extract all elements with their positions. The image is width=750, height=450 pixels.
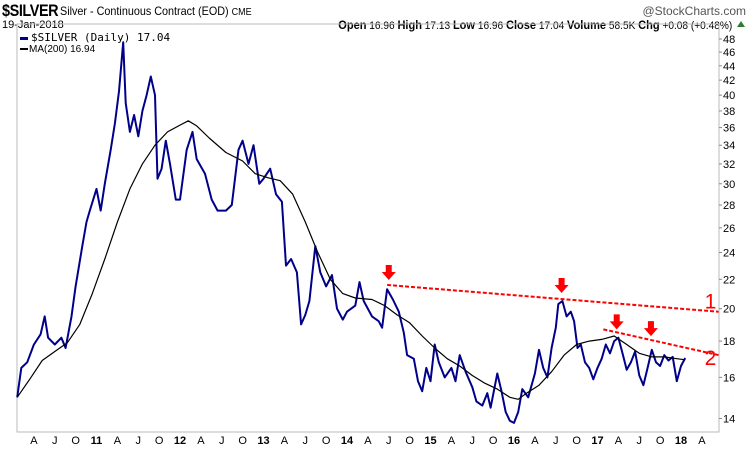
down-arrow-icon: [643, 321, 658, 337]
x-tick-label: A: [30, 435, 38, 447]
x-tick-label: O: [238, 435, 247, 447]
down-arrow-icon: [609, 314, 624, 330]
down-arrow-icon: [554, 278, 569, 294]
x-tick-label: 17: [591, 435, 603, 447]
y-tick-label: 20: [723, 304, 735, 316]
x-tick-label: O: [405, 435, 414, 447]
volume-label: Volume: [566, 18, 606, 32]
y-tick-label: 38: [723, 106, 735, 118]
y-tick-label: 22: [723, 274, 735, 286]
y-tick-label: 40: [723, 90, 735, 102]
ma200-line: [16, 120, 686, 400]
legend-silver: $SILVER (Daily) 17.04: [20, 31, 170, 44]
x-tick-label: 18: [675, 435, 687, 447]
low-label: Low: [452, 18, 475, 32]
trendline-label-2: 2: [705, 347, 717, 370]
x-tick-label: J: [136, 435, 142, 447]
ohlc-stats: Open 16.96 High 17.13 Low 16.96 Close 17…: [338, 18, 732, 32]
x-tick-label: O: [656, 435, 665, 447]
x-tick-label: 16: [508, 435, 520, 447]
change-value: +0.08 (+0.48%): [662, 20, 732, 32]
y-tick-label: 32: [723, 159, 735, 171]
legend-label-ma: MA(200) 16.94: [29, 44, 96, 55]
x-tick-label: A: [615, 435, 623, 447]
trendline-2: [603, 328, 719, 357]
y-tick-label: 28: [723, 200, 735, 212]
x-tick-label: O: [322, 435, 331, 447]
y-tick-label: 36: [723, 123, 735, 135]
x-tick-label: A: [197, 435, 205, 447]
x-tick-label: J: [303, 435, 309, 447]
symbol: $SILVER: [2, 1, 59, 20]
close-value: 17.04: [538, 20, 564, 32]
x-tick-label: O: [71, 435, 80, 447]
plot-frame: [16, 23, 720, 433]
x-tick-label: A: [364, 435, 372, 447]
down-arrow-icon: [381, 264, 396, 280]
y-tick-label: 48: [723, 34, 735, 46]
y-tick-label: 44: [723, 61, 735, 73]
x-tick-label: J: [52, 435, 58, 447]
x-tick-label: A: [114, 435, 122, 447]
x-tick-label: 11: [91, 435, 103, 447]
y-tick-label: 30: [723, 179, 735, 191]
x-tick-label: A: [698, 435, 706, 447]
x-tick-label: J: [637, 435, 643, 447]
x-tick-label: A: [281, 435, 289, 447]
legend-swatch-silver: [20, 36, 28, 40]
x-tick-label: 12: [174, 435, 186, 447]
open-value: 16.96: [369, 20, 395, 32]
brand-logo: @StockCharts.com: [642, 4, 746, 18]
up-triangle-icon: [737, 21, 745, 27]
y-tick-label: 42: [723, 75, 735, 87]
y-tick-label: 34: [723, 140, 735, 152]
y-tick-label: 18: [723, 336, 735, 348]
x-tick-label: O: [155, 435, 164, 447]
exchange: CME: [231, 7, 252, 18]
description-text: Silver - Continuous Contract (EOD): [60, 4, 229, 18]
close-label: Close: [505, 18, 536, 32]
y-tick-label: 14: [723, 414, 735, 426]
x-tick-label: J: [386, 435, 392, 447]
trendline-1: [386, 283, 719, 313]
x-tick-label: O: [572, 435, 581, 447]
trendline-label-1: 1: [705, 291, 717, 314]
low-value: 16.96: [477, 20, 503, 32]
x-tick-label: A: [531, 435, 539, 447]
legend-label-silver: $SILVER (Daily) 17.04: [31, 31, 171, 44]
x-tick-label: J: [219, 435, 225, 447]
silver-price-line: [16, 41, 687, 424]
x-tick-label: 15: [424, 435, 436, 447]
y-tick-label: 46: [723, 47, 735, 59]
x-tick-label: 14: [341, 435, 354, 447]
volume-value: 58.5K: [608, 20, 636, 32]
high-value: 17.13: [424, 20, 450, 32]
change-label: Chg: [637, 18, 660, 32]
x-tick-label: J: [553, 435, 559, 447]
x-tick-label: 13: [257, 435, 269, 447]
open-label: Open: [338, 18, 367, 32]
legend-swatch-ma: [20, 48, 28, 51]
x-tick-label: O: [489, 435, 498, 447]
y-tick-label: 16: [723, 372, 735, 384]
legend-ma: MA(200) 16.94: [20, 44, 95, 55]
y-tick-label: 24: [723, 247, 735, 259]
y-tick-label: 26: [723, 223, 735, 235]
high-label: High: [397, 18, 422, 32]
description: Silver - Continuous Contract (EOD) CME: [60, 4, 252, 18]
x-tick-label: A: [448, 435, 456, 447]
x-tick-label: J: [470, 435, 476, 447]
